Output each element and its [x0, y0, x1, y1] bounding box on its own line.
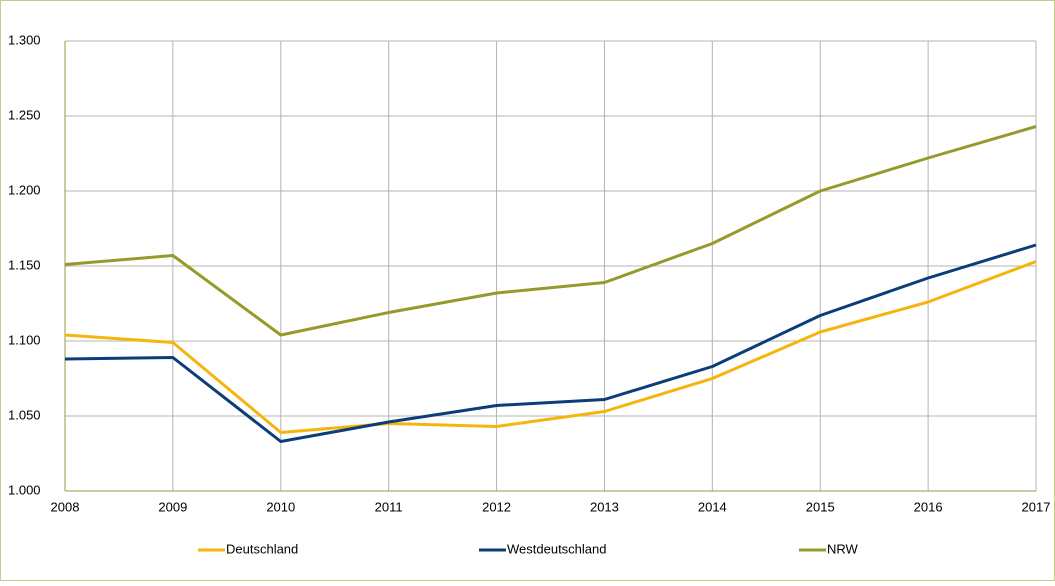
- x-tick-label: 2010: [266, 499, 295, 514]
- y-tick-label: 1.100: [8, 332, 41, 347]
- x-tick-label: 2015: [806, 499, 835, 514]
- x-tick-label: 2009: [158, 499, 187, 514]
- x-tick-label: 2017: [1022, 499, 1051, 514]
- x-tick-label: 2011: [375, 499, 403, 514]
- x-tick-label: 2016: [914, 499, 943, 514]
- data-line: [64, 243, 1037, 443]
- x-tick-label: 2014: [698, 499, 727, 514]
- data-line: [64, 125, 1037, 337]
- y-tick-label: 1.300: [8, 32, 41, 47]
- y-tick-label: 1.200: [8, 182, 41, 197]
- y-tick-label: 1.000: [8, 482, 41, 497]
- x-tick-label: 2012: [482, 499, 511, 514]
- data-line: [64, 260, 1037, 434]
- x-tick-label: 2008: [51, 499, 80, 514]
- x-tick-label: 2013: [590, 499, 619, 514]
- y-tick-label: 1.250: [8, 107, 41, 122]
- legend-label: NRW: [827, 541, 859, 556]
- legend-label: Deutschland: [226, 541, 298, 556]
- legend-label: Westdeutschland: [507, 541, 607, 556]
- y-tick-label: 1.050: [8, 407, 41, 422]
- y-tick-label: 1.150: [8, 257, 41, 272]
